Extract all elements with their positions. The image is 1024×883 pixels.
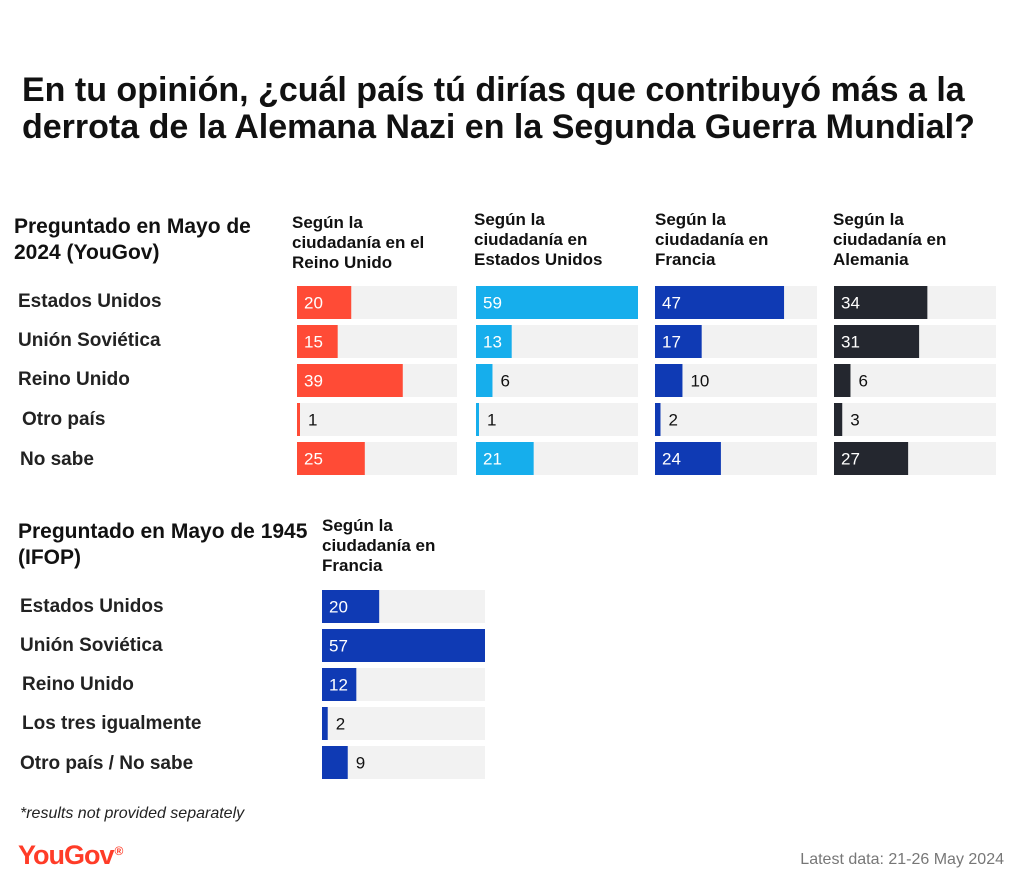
bar-c0-s3-r3 (834, 403, 843, 436)
bar-c0-s1-r3 (476, 403, 479, 436)
bar-value-label-c0-s2-r0: 47 (662, 294, 681, 313)
bar-c0-s2-r1 (655, 325, 702, 358)
bar-c0-s0-r3 (297, 403, 300, 436)
bar-value-label-c0-s1-r2: 6 (500, 372, 509, 391)
column-header-france: Según la ciudadanía en Francia (655, 210, 769, 269)
column-header-us: Según la ciudadanía en Estados Unidos (474, 210, 603, 269)
brand-registered-mark: ® (114, 844, 124, 858)
row-label-los-tres-igualmente: Los tres igualmente (22, 713, 202, 734)
row-label-reino-unido-1945: Reino Unido (22, 674, 134, 695)
bar-value-label-c1-s0-r0: 20 (329, 598, 348, 617)
bar-value-label-c0-s1-r1: 13 (483, 333, 502, 352)
bar-track-c0-s3-r3 (834, 403, 996, 436)
bar-value-label-c0-s0-r4: 25 (304, 450, 323, 469)
row-label-union-sovietica-1945: Unión Soviética (20, 635, 163, 656)
bar-value-label-c0-s2-r1: 17 (662, 333, 681, 352)
row-label-otro-pais: Otro país (22, 409, 106, 430)
bar-value-label-c0-s2-r2: 10 (690, 372, 709, 391)
bar-c0-s2-r3 (655, 403, 661, 436)
bar-c0-s3-r2 (834, 364, 851, 397)
bar-value-label-c0-s1-r3: 1 (487, 411, 496, 430)
bar-c0-s1-r4 (476, 442, 534, 475)
bar-value-label-c0-s0-r0: 20 (304, 294, 323, 313)
row-label-estados-unidos-1945: Estados Unidos (20, 596, 164, 617)
bar-value-label-c0-s0-r2: 39 (304, 372, 323, 391)
bar-c0-s2-r2 (655, 364, 683, 397)
bar-track-c0-s3-r2 (834, 364, 996, 397)
bar-track-c1-s0-r4 (322, 746, 485, 779)
bar-value-label-c0-s2-r3: 2 (668, 411, 677, 430)
yougov-logo: YouGov® (18, 840, 124, 871)
bar-value-label-c0-s0-r1: 15 (304, 333, 323, 352)
bar-value-label-c1-s0-r1: 57 (329, 637, 348, 656)
chart-title: En tu opinión, ¿cuál país tú dirías que … (22, 71, 975, 146)
bar-c1-s0-r0 (322, 590, 380, 623)
bar-value-label-c0-s3-r3: 3 (850, 411, 859, 430)
bar-c1-s0-r1 (322, 629, 485, 662)
bar-c1-s0-r4 (322, 746, 348, 779)
bar-value-label-c1-s0-r2: 12 (329, 676, 348, 695)
row-label-estados-unidos: Estados Unidos (18, 291, 162, 312)
row-label-union-sovietica: Unión Soviética (18, 330, 161, 351)
bar-c0-s0-r1 (297, 325, 338, 358)
bar-value-label-c1-s0-r4: 9 (356, 754, 365, 773)
latest-data-date: Latest data: 21-26 May 2024 (800, 851, 1004, 868)
bar-c0-s3-r0 (834, 286, 928, 319)
bar-track-c0-s0-r3 (297, 403, 457, 436)
bar-value-label-c0-s3-r2: 6 (858, 372, 867, 391)
section-2024-label: Preguntado en Mayo de 2024 (YouGov) (14, 215, 251, 264)
column-header-germany: Según la ciudadanía en Alemania (833, 210, 947, 269)
bar-value-label-c0-s1-r4: 21 (483, 450, 502, 469)
bar-c0-s3-r1 (834, 325, 920, 358)
bar-c0-s0-r0 (297, 286, 352, 319)
bar-value-label-c1-s0-r3: 2 (336, 715, 345, 734)
bar-c0-s2-r0 (655, 286, 785, 319)
bar-c0-s1-r0 (476, 286, 638, 319)
bar-c0-s3-r4 (834, 442, 909, 475)
bar-c1-s0-r3 (322, 707, 328, 740)
bar-c0-s1-r2 (476, 364, 493, 397)
row-label-no-sabe: No sabe (20, 449, 94, 470)
bar-value-label-c0-s3-r0: 34 (841, 294, 860, 313)
bar-c0-s1-r1 (476, 325, 512, 358)
row-label-otro-pais-no-sabe: Otro país / No sabe (20, 753, 194, 774)
bar-track-c1-s0-r3 (322, 707, 485, 740)
bar-c1-s0-r2 (322, 668, 357, 701)
bar-c0-s0-r2 (297, 364, 403, 397)
bar-value-label-c0-s2-r4: 24 (662, 450, 681, 469)
bar-value-label-c0-s0-r3: 1 (308, 411, 317, 430)
bar-track-c0-s1-r2 (476, 364, 638, 397)
section-1945-label: Preguntado en Mayo de 1945 (IFOP) (18, 520, 308, 569)
bar-c0-s2-r4 (655, 442, 721, 475)
bar-value-label-c0-s1-r0: 59 (483, 294, 502, 313)
row-label-reino-unido: Reino Unido (18, 369, 130, 390)
bar-track-c0-s2-r3 (655, 403, 817, 436)
bar-value-label-c0-s3-r4: 27 (841, 450, 860, 469)
brand-name: YouGov (18, 840, 115, 870)
bar-c0-s0-r4 (297, 442, 365, 475)
bar-track-c0-s1-r3 (476, 403, 638, 436)
bar-value-label-c0-s3-r1: 31 (841, 333, 860, 352)
column-header-uk: Según la ciudadanía en el Reino Unido (292, 213, 425, 272)
footnote: *results not provided separately (20, 805, 245, 822)
column-header-france-1945: Según la ciudadanía en Francia (322, 516, 436, 575)
